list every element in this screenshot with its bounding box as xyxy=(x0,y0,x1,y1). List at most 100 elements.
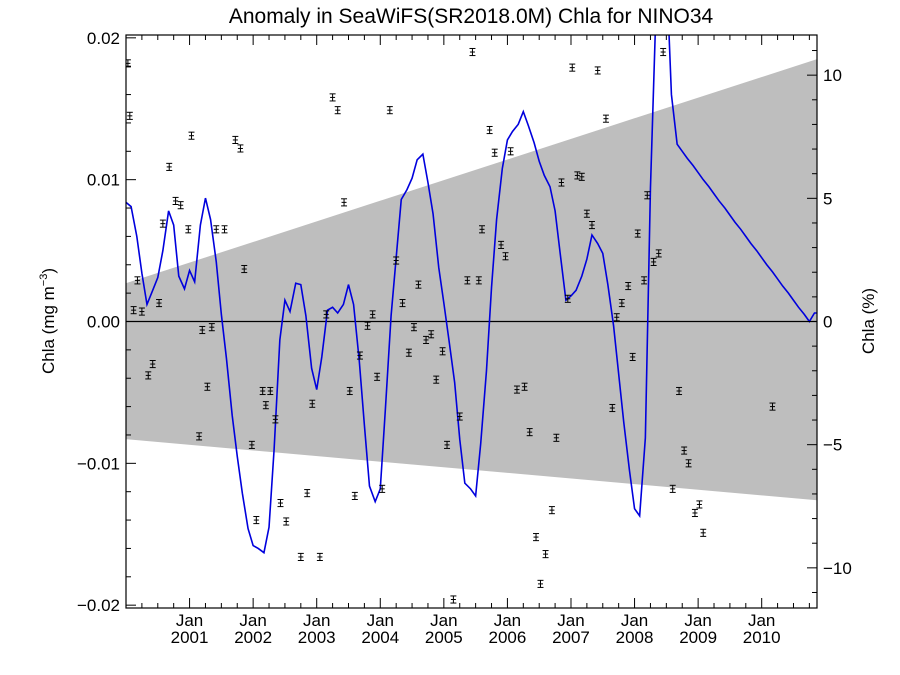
data-point xyxy=(478,225,485,234)
uncertainty-band xyxy=(126,59,817,501)
data-point xyxy=(602,114,609,123)
data-point xyxy=(237,144,244,153)
series-line xyxy=(126,35,817,555)
data-point xyxy=(393,256,400,265)
data-point xyxy=(513,385,520,394)
data-point xyxy=(309,399,316,408)
data-points xyxy=(126,47,776,604)
data-point xyxy=(491,148,498,157)
data-point xyxy=(569,63,576,72)
y-left-tick-label: 0.01 xyxy=(87,171,120,190)
y-right-tick-label: 10 xyxy=(823,66,842,85)
data-point xyxy=(486,125,493,135)
x-tick-month: Jan xyxy=(239,611,266,630)
data-point xyxy=(696,500,703,509)
data-point xyxy=(177,201,184,210)
data-point xyxy=(533,533,540,542)
data-point xyxy=(644,191,651,200)
data-point xyxy=(138,307,145,316)
y-right-tick-label: −5 xyxy=(823,436,842,455)
data-point xyxy=(553,433,560,442)
data-point xyxy=(316,552,323,561)
data-point xyxy=(498,240,505,249)
data-point xyxy=(259,386,266,396)
y-right-tick-label: 5 xyxy=(823,189,832,208)
data-point xyxy=(166,162,173,171)
data-point xyxy=(574,171,581,180)
data-point xyxy=(283,517,290,526)
data-point xyxy=(634,229,641,238)
data-point xyxy=(204,382,211,391)
data-point xyxy=(185,225,192,234)
data-point xyxy=(248,440,255,449)
data-point xyxy=(613,313,620,322)
x-tick-month: Jan xyxy=(684,611,711,630)
y-axis-right-label: Chla (%) xyxy=(859,288,878,354)
y-axis-left-label-base: Chla (mg m xyxy=(39,286,58,374)
data-point xyxy=(507,147,514,156)
data-point xyxy=(548,506,555,515)
data-point xyxy=(594,66,601,75)
data-point xyxy=(433,375,440,384)
data-point xyxy=(208,323,215,332)
y-left-tick-label: 0.00 xyxy=(87,313,120,332)
data-point xyxy=(558,178,565,187)
x-tick-year: 2006 xyxy=(489,628,527,647)
data-point xyxy=(415,280,422,289)
data-point xyxy=(428,330,435,339)
data-point xyxy=(660,47,667,57)
data-point xyxy=(334,106,341,115)
data-point xyxy=(669,484,676,493)
data-point xyxy=(542,550,549,559)
data-point xyxy=(650,257,657,266)
data-point xyxy=(241,264,248,274)
x-tick-month: Jan xyxy=(367,611,394,630)
data-point xyxy=(267,386,274,396)
x-tick-year: 2009 xyxy=(679,628,717,647)
x-tick-year: 2003 xyxy=(298,628,336,647)
data-point xyxy=(369,310,376,319)
data-point xyxy=(564,294,571,303)
data-point xyxy=(641,276,648,285)
data-point xyxy=(676,386,683,396)
data-point xyxy=(126,111,133,120)
data-point xyxy=(304,489,311,498)
x-tick-month: Jan xyxy=(303,611,330,630)
x-tick-year: 2004 xyxy=(361,628,399,647)
y-right-tick-label: 0 xyxy=(823,313,832,332)
y-right-tick-label: −10 xyxy=(823,559,852,578)
y-axis-left-label-sup: −3 xyxy=(38,274,50,287)
data-point xyxy=(769,402,776,411)
data-point xyxy=(272,415,279,424)
x-tick-month: Jan xyxy=(748,611,775,630)
data-point xyxy=(364,321,371,330)
data-point xyxy=(423,335,430,344)
data-point xyxy=(526,428,533,437)
data-point xyxy=(199,325,206,335)
data-point xyxy=(262,401,269,410)
data-point xyxy=(444,440,451,449)
y-left-tick-label: −0.02 xyxy=(77,596,120,615)
data-point xyxy=(583,209,590,218)
x-tick-month: Jan xyxy=(176,611,203,630)
data-point xyxy=(450,595,457,604)
data-point xyxy=(629,352,636,362)
data-point xyxy=(159,219,166,228)
y-left-tick-label: −0.01 xyxy=(77,454,120,473)
x-tick-year: 2001 xyxy=(171,628,209,647)
data-point xyxy=(188,131,195,140)
data-point xyxy=(253,516,260,525)
data-point xyxy=(277,498,284,508)
x-tick-year: 2007 xyxy=(552,628,590,647)
data-point xyxy=(130,306,137,315)
data-point xyxy=(156,299,163,308)
data-point xyxy=(221,225,228,234)
data-point xyxy=(134,276,141,285)
data-point xyxy=(456,412,463,421)
x-tick-year: 2002 xyxy=(234,628,272,647)
y-axis-left-label-close: ) xyxy=(39,268,58,274)
data-point xyxy=(323,310,330,319)
chart-title: Anomaly in SeaWiFS(SR2018.0M) Chla for N… xyxy=(229,5,714,28)
data-point xyxy=(502,252,509,261)
